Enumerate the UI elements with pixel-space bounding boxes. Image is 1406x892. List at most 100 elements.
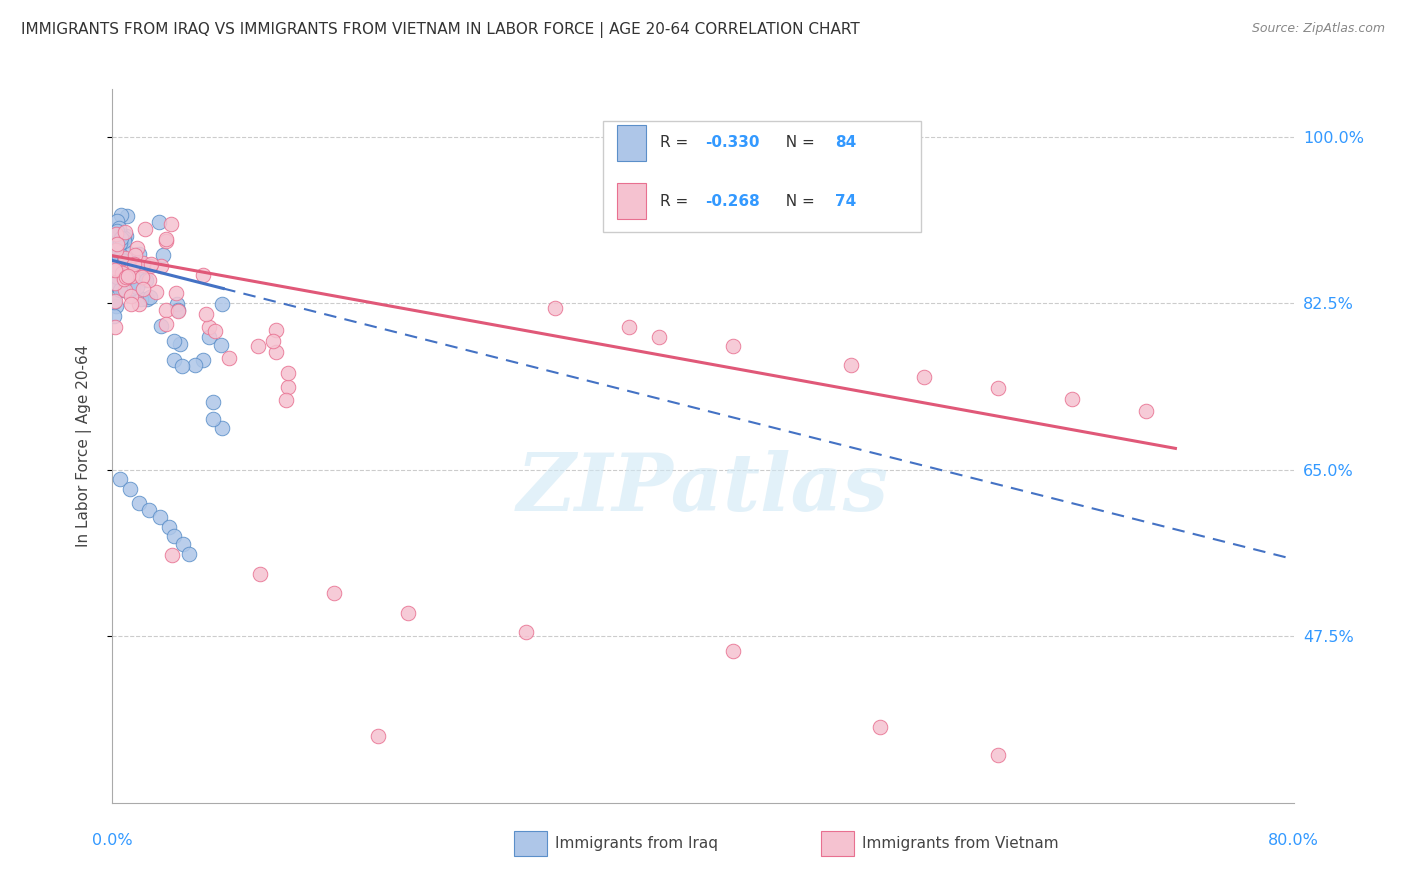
Point (114, 225, 136, 239)
Point (211, 337, 233, 351)
Point (117, 254, 139, 268)
Point (914, 369, 936, 384)
Point (721, 643, 744, 657)
Point (155, 234, 177, 248)
Text: -0.268: -0.268 (706, 194, 761, 209)
Point (105, 268, 128, 283)
Text: IMMIGRANTS FROM IRAQ VS IMMIGRANTS FROM VIETNAM IN LABOR FORCE | AGE 20-64 CORRE: IMMIGRANTS FROM IRAQ VS IMMIGRANTS FROM … (21, 22, 860, 38)
Point (132, 256, 155, 270)
Point (247, 339, 270, 353)
Point (1135, 404, 1157, 418)
Point (104, 243, 127, 257)
Text: R =: R = (661, 194, 693, 209)
Point (105, 299, 128, 313)
Bar (617, 125, 647, 161)
Point (166, 297, 188, 311)
Text: 84: 84 (835, 136, 856, 150)
Point (108, 283, 131, 297)
Point (104, 294, 127, 309)
Point (108, 255, 131, 269)
Point (204, 324, 226, 338)
Point (114, 283, 136, 297)
Bar (515, 831, 547, 856)
Point (112, 254, 135, 268)
Point (149, 259, 172, 273)
Point (211, 296, 233, 310)
Point (108, 261, 131, 276)
Text: R =: R = (661, 136, 693, 150)
Point (159, 217, 181, 231)
Point (110, 228, 132, 243)
Point (121, 269, 143, 284)
Point (103, 273, 125, 287)
Point (108, 276, 131, 290)
Point (104, 262, 127, 277)
Text: ZIPatlas: ZIPatlas (517, 450, 889, 527)
Point (396, 606, 419, 620)
Point (198, 319, 221, 334)
Point (155, 318, 177, 332)
Point (124, 248, 146, 262)
Point (544, 301, 567, 315)
Point (104, 252, 127, 266)
Text: Source: ZipAtlas.com: Source: ZipAtlas.com (1251, 22, 1385, 36)
Text: 80.0%: 80.0% (1268, 833, 1319, 848)
Point (132, 258, 155, 272)
Point (152, 248, 174, 262)
Point (262, 334, 284, 348)
Point (108, 246, 131, 260)
Point (157, 520, 180, 534)
Point (110, 236, 132, 251)
Point (148, 215, 170, 229)
Text: 0.0%: 0.0% (93, 833, 132, 848)
Point (115, 270, 138, 285)
Point (104, 227, 127, 242)
Point (108, 472, 131, 486)
Point (110, 235, 132, 250)
Point (163, 529, 186, 543)
Point (107, 247, 129, 261)
Y-axis label: In Labor Force | Age 20-64: In Labor Force | Age 20-64 (76, 345, 91, 547)
Point (120, 261, 142, 276)
Point (108, 251, 131, 265)
Point (149, 318, 172, 333)
Point (110, 266, 132, 280)
Text: 74: 74 (835, 194, 856, 209)
Point (131, 270, 153, 285)
Point (128, 496, 150, 510)
Point (117, 245, 139, 260)
Point (115, 228, 138, 243)
Point (103, 295, 125, 310)
Text: Immigrants from Iraq: Immigrants from Iraq (555, 837, 718, 851)
Point (107, 255, 129, 269)
Point (184, 358, 207, 372)
Point (195, 307, 218, 321)
Point (112, 283, 135, 297)
Text: N =: N = (776, 194, 820, 209)
Point (172, 537, 194, 551)
Point (367, 729, 389, 743)
Point (105, 276, 128, 290)
Point (135, 273, 157, 287)
Point (114, 251, 136, 265)
Point (104, 277, 127, 292)
Point (179, 547, 201, 561)
Text: N =: N = (776, 136, 820, 150)
Point (139, 290, 162, 304)
Point (112, 234, 135, 248)
Point (107, 237, 129, 252)
Point (218, 351, 240, 366)
Point (120, 289, 142, 303)
Point (139, 259, 162, 273)
Point (122, 281, 145, 295)
Point (138, 273, 160, 287)
Point (167, 304, 190, 318)
Point (162, 334, 184, 348)
Point (145, 285, 167, 300)
Point (112, 230, 135, 244)
Point (160, 549, 183, 563)
Point (167, 302, 190, 317)
Point (125, 268, 148, 282)
Point (122, 257, 145, 271)
Point (128, 247, 150, 261)
